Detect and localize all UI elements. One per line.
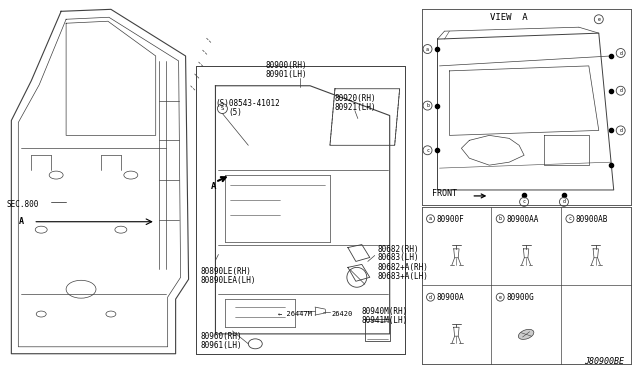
Text: 80961(LH): 80961(LH) [200, 341, 242, 350]
Text: d: d [620, 88, 622, 93]
Text: (5): (5) [228, 108, 243, 116]
Text: 80920(RH): 80920(RH) [335, 94, 376, 103]
Text: S: S [221, 106, 224, 111]
Text: a: a [429, 216, 432, 221]
Text: d: d [429, 295, 432, 300]
Text: 80941M(LH): 80941M(LH) [362, 316, 408, 325]
Ellipse shape [518, 329, 534, 339]
Text: e: e [499, 295, 502, 300]
Text: A: A [211, 182, 216, 191]
Text: d: d [563, 199, 565, 204]
Text: b: b [426, 103, 429, 108]
Text: 80683+A(LH): 80683+A(LH) [378, 272, 429, 281]
Text: 80900(RH): 80900(RH) [265, 61, 307, 70]
Text: 80900AA: 80900AA [506, 215, 539, 224]
Text: c: c [523, 199, 525, 204]
Text: (S)08543-41012: (S)08543-41012 [216, 99, 280, 108]
Text: 80901(LH): 80901(LH) [265, 70, 307, 79]
Text: 80921(LH): 80921(LH) [335, 103, 376, 112]
Text: e: e [597, 17, 600, 22]
Text: d: d [620, 51, 622, 55]
Text: 80683(LH): 80683(LH) [378, 253, 419, 263]
Text: 80900F: 80900F [436, 215, 464, 224]
Text: a: a [426, 46, 429, 52]
Text: 80900A: 80900A [436, 293, 464, 302]
Text: 80890LE(RH): 80890LE(RH) [200, 267, 252, 276]
Text: b: b [499, 216, 502, 221]
Text: ← 26447M: ← 26447M [278, 311, 312, 317]
Text: 80900AB: 80900AB [576, 215, 608, 224]
Text: SEC.800: SEC.800 [6, 200, 39, 209]
Text: 80900G: 80900G [506, 293, 534, 302]
Text: A: A [19, 217, 24, 226]
Text: c: c [568, 216, 572, 221]
Text: 80682+A(RH): 80682+A(RH) [378, 263, 429, 272]
Text: 80890LEA(LH): 80890LEA(LH) [200, 276, 256, 285]
Text: d: d [620, 128, 622, 133]
Text: FRONT: FRONT [431, 189, 456, 198]
Text: 80960(RH): 80960(RH) [200, 332, 242, 341]
Text: J80900BE: J80900BE [584, 357, 623, 366]
Text: 80940M(RH): 80940M(RH) [362, 307, 408, 316]
Text: c: c [426, 148, 429, 153]
Text: 26420: 26420 [332, 311, 353, 317]
Text: VIEW  A: VIEW A [490, 13, 528, 22]
Text: 80682(RH): 80682(RH) [378, 244, 419, 254]
